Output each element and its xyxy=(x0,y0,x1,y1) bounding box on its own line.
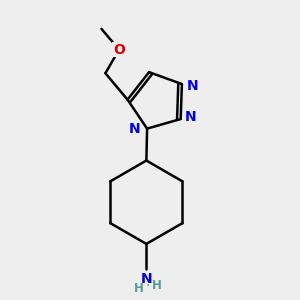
Text: O: O xyxy=(113,43,125,57)
Text: N: N xyxy=(186,79,198,93)
Text: ·: · xyxy=(146,280,150,293)
Text: N: N xyxy=(185,110,197,124)
Text: H: H xyxy=(152,280,161,292)
Text: N: N xyxy=(129,122,141,136)
Text: N: N xyxy=(141,272,152,286)
Text: H: H xyxy=(134,282,143,295)
